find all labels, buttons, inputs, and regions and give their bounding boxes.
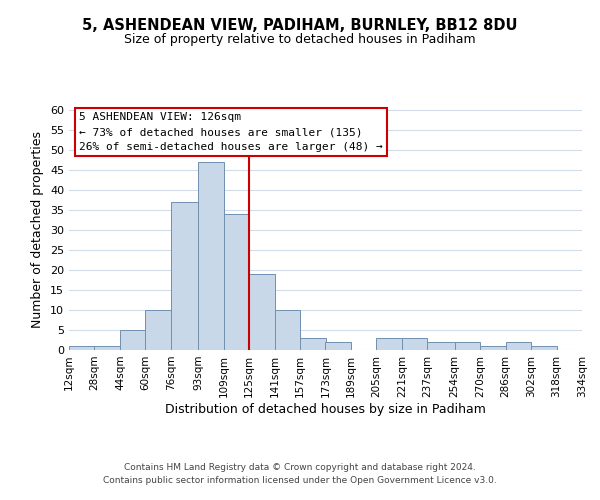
Text: Contains public sector information licensed under the Open Government Licence v3: Contains public sector information licen…: [103, 476, 497, 485]
Bar: [171, 202, 198, 350]
Bar: [120, 330, 145, 350]
Bar: [69, 346, 94, 350]
Bar: [427, 342, 455, 350]
Bar: [325, 342, 351, 350]
Y-axis label: Number of detached properties: Number of detached properties: [31, 132, 44, 328]
Text: Contains HM Land Registry data © Crown copyright and database right 2024.: Contains HM Land Registry data © Crown c…: [124, 464, 476, 472]
Bar: [402, 338, 427, 350]
X-axis label: Distribution of detached houses by size in Padiham: Distribution of detached houses by size …: [165, 402, 486, 415]
Bar: [455, 342, 480, 350]
Bar: [300, 338, 325, 350]
Bar: [480, 346, 506, 350]
Bar: [94, 346, 120, 350]
Bar: [145, 310, 171, 350]
Bar: [275, 310, 300, 350]
Bar: [531, 346, 557, 350]
Text: 5, ASHENDEAN VIEW, PADIHAM, BURNLEY, BB12 8DU: 5, ASHENDEAN VIEW, PADIHAM, BURNLEY, BB1…: [82, 18, 518, 32]
Bar: [198, 162, 224, 350]
Bar: [506, 342, 531, 350]
Text: 5 ASHENDEAN VIEW: 126sqm
← 73% of detached houses are smaller (135)
26% of semi-: 5 ASHENDEAN VIEW: 126sqm ← 73% of detach…: [79, 112, 383, 152]
Bar: [224, 214, 249, 350]
Bar: [376, 338, 402, 350]
Bar: [249, 274, 275, 350]
Bar: [582, 346, 600, 350]
Text: Size of property relative to detached houses in Padiham: Size of property relative to detached ho…: [124, 32, 476, 46]
